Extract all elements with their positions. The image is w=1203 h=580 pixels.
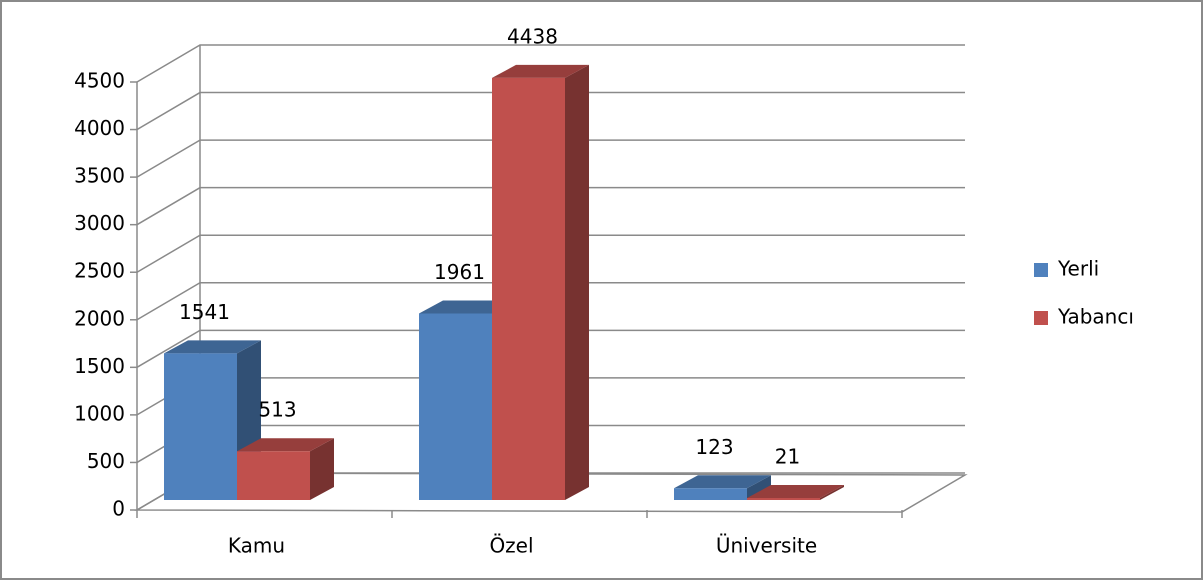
y-tick-label: 2000	[74, 306, 125, 330]
bar-front	[674, 488, 747, 500]
grid-line	[136, 329, 965, 368]
bar-top	[419, 300, 516, 314]
legend-swatch	[1034, 311, 1048, 325]
bar-top	[492, 64, 589, 78]
y-tick-label: 2500	[74, 259, 125, 283]
bar-side	[820, 485, 844, 500]
bar-top	[747, 485, 844, 499]
grid-line	[136, 44, 965, 83]
bar-front	[492, 77, 565, 501]
bar-top	[237, 438, 334, 452]
bar	[492, 64, 589, 501]
legend-swatch	[1034, 263, 1048, 277]
grid-line	[136, 139, 965, 178]
bar-top	[674, 475, 771, 489]
grid-line	[136, 234, 965, 273]
bar-side	[747, 475, 771, 500]
y-tick-label: 3500	[74, 164, 125, 188]
y-tick-label: 1000	[74, 401, 125, 425]
bar-front	[237, 451, 310, 500]
bar	[237, 438, 334, 500]
bar-front	[419, 313, 492, 500]
bar-front	[747, 498, 820, 500]
value-label: 123	[695, 435, 733, 459]
x-tick-label: Kamu	[228, 534, 285, 558]
bar	[747, 485, 844, 500]
y-tick-label: 4500	[74, 69, 125, 93]
legend-label: Yabancı	[1057, 305, 1134, 329]
bar-side	[565, 64, 589, 501]
bar-front	[164, 353, 237, 500]
bar-side	[310, 438, 334, 500]
bar-top	[164, 340, 261, 354]
y-tick-label: 3000	[74, 211, 125, 235]
grid-line	[136, 186, 965, 226]
grid-line	[136, 282, 965, 321]
y-tick-label: 0	[112, 497, 125, 521]
legend-label: Yerli	[1057, 257, 1099, 281]
value-label: 513	[258, 398, 296, 422]
value-label: 21	[775, 445, 800, 469]
value-label: 1961	[434, 260, 485, 284]
bar	[674, 475, 771, 500]
y-tick-label: 1500	[74, 354, 125, 378]
value-label: 4438	[507, 24, 558, 48]
grid-line	[136, 91, 965, 131]
value-label: 1541	[179, 300, 230, 324]
x-tick-label: Özel	[489, 534, 533, 558]
y-tick-label: 500	[87, 449, 125, 473]
x-tick-label: Üniversite	[716, 534, 817, 558]
y-tick-label: 4000	[74, 116, 125, 140]
